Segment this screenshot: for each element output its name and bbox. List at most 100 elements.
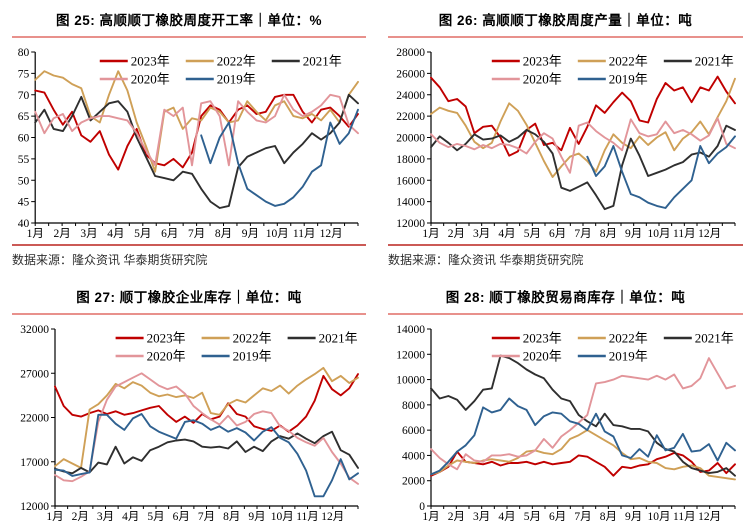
legend-label-2019年: 2019年 bbox=[217, 72, 256, 87]
figure-27-chart-canvas: 12000 17000 22000 27000 32000 1月 2月 3月 4月 5月 6月 7月 8… bbox=[20, 324, 359, 523]
figure-25-footer-divider bbox=[12, 244, 366, 246]
panel-figure-27: 图 27: 顺丁橡胶企业库存｜单位：吨 12000 17000 22000 27000… bbox=[0, 270, 376, 526]
x-tick-label: 6月 bbox=[549, 511, 566, 523]
x-tick-label: 12月 bbox=[698, 511, 721, 523]
figure-26-source-line: 数据来源：隆众资讯 华泰期货研究院 bbox=[388, 253, 584, 267]
series-line-2020年 bbox=[34, 93, 359, 167]
y-tick-label: 26000 bbox=[396, 68, 425, 80]
x-tick-label: 5月 bbox=[524, 228, 541, 240]
x-tick-label: 8月 bbox=[223, 511, 240, 523]
y-tick-label: 14000 bbox=[396, 324, 425, 336]
x-tick-label: 3月 bbox=[80, 228, 97, 240]
series-line-2022年 bbox=[54, 366, 359, 469]
y-tick-label: 0 bbox=[419, 501, 425, 513]
legend-label-2022年: 2022年 bbox=[217, 54, 256, 69]
series-line-2019年 bbox=[586, 135, 736, 209]
y-tick-label: 27000 bbox=[20, 368, 49, 380]
x-tick-label: 8月 bbox=[215, 228, 232, 240]
y-tick-label: 10000 bbox=[396, 375, 425, 387]
x-tick-label: 4月 bbox=[498, 511, 515, 523]
x-tick-label: 8月 bbox=[600, 228, 617, 240]
series-line-2020年 bbox=[430, 357, 736, 471]
series-line-2021年 bbox=[34, 93, 359, 209]
x-tick-label: 2月 bbox=[53, 228, 70, 240]
x-tick-label: 1月 bbox=[46, 511, 63, 523]
x-tick-label: 1月 bbox=[422, 511, 439, 523]
series-line-2023年 bbox=[430, 450, 736, 477]
series-line-2019年 bbox=[430, 397, 736, 476]
x-tick-label: 7月 bbox=[574, 228, 591, 240]
series-line-2020年 bbox=[430, 117, 736, 174]
x-tick-label: 7月 bbox=[188, 228, 205, 240]
x-tick-label: 12月 bbox=[320, 228, 343, 240]
series-line-2019年 bbox=[200, 108, 359, 207]
x-tick-label: 9月 bbox=[242, 228, 259, 240]
series-line-2021年 bbox=[54, 430, 359, 475]
y-tick-label: 12000 bbox=[396, 349, 425, 361]
legend-label-2021年: 2021年 bbox=[319, 331, 358, 346]
x-tick-label: 4月 bbox=[107, 228, 124, 240]
legend-label-2023年: 2023年 bbox=[523, 331, 562, 346]
y-tick-label: 17000 bbox=[20, 457, 49, 469]
x-tick-label: 5月 bbox=[147, 511, 164, 523]
series-line-2019年 bbox=[54, 413, 359, 498]
y-tick-label: 12000 bbox=[396, 218, 425, 230]
x-tick-label: 12月 bbox=[698, 228, 721, 240]
x-tick-label: 4月 bbox=[498, 228, 515, 240]
x-tick-label: 8月 bbox=[600, 511, 617, 523]
x-tick-label: 6月 bbox=[161, 228, 178, 240]
legend-label-2022年: 2022年 bbox=[609, 331, 648, 346]
x-tick-label: 6月 bbox=[549, 228, 566, 240]
x-tick-label: 11月 bbox=[293, 228, 316, 240]
series-line-2023年 bbox=[430, 75, 736, 157]
figure-26-footer-divider bbox=[388, 244, 743, 246]
y-tick-label: 4000 bbox=[402, 450, 425, 462]
legend-label-2021年: 2021年 bbox=[303, 54, 342, 69]
legend-label-2019年: 2019年 bbox=[233, 349, 272, 364]
legend-label-2019年: 2019年 bbox=[609, 349, 648, 364]
y-tick-label: 28000 bbox=[396, 47, 425, 59]
y-tick-label: 45 bbox=[18, 197, 30, 209]
legend-label-2023年: 2023年 bbox=[523, 54, 562, 69]
legend-label-2020年: 2020年 bbox=[523, 72, 562, 87]
axis-lines bbox=[430, 52, 735, 224]
series-line-2022年 bbox=[430, 429, 736, 481]
figure-26-chart-canvas: 12000 14000 16000 18000 20000 22000 24000 26000… bbox=[396, 47, 736, 240]
figure-25-title: 图 25: 高顺顺丁橡胶周度开工率｜单位：% bbox=[12, 5, 366, 38]
x-tick-label: 2月 bbox=[72, 511, 89, 523]
figure-26-title: 图 26: 高顺顺丁橡胶周度产量｜单位：吨 bbox=[388, 5, 743, 38]
y-tick-label: 40 bbox=[18, 218, 30, 230]
x-tick-label: 9月 bbox=[248, 511, 265, 523]
series-line-2022年 bbox=[34, 70, 359, 173]
panel-figure-25: 图 25: 高顺顺丁橡胶周度开工率｜单位：% 40 45 50 55 60 65 70 75 8… bbox=[0, 0, 376, 270]
x-tick-label: 9月 bbox=[625, 228, 642, 240]
x-tick-label: 10月 bbox=[648, 511, 671, 523]
x-tick-label: 7月 bbox=[574, 511, 591, 523]
legend-label-2020年: 2020年 bbox=[147, 349, 186, 364]
y-tick-label: 20000 bbox=[396, 133, 425, 145]
x-tick-label: 4月 bbox=[122, 511, 139, 523]
series-line-2022年 bbox=[430, 77, 736, 178]
x-tick-label: 3月 bbox=[473, 228, 490, 240]
x-tick-label: 12月 bbox=[321, 511, 344, 523]
figure-25-chart-canvas: 40 45 50 55 60 65 70 75 80 1月 2月 3月 4月 5月 6月 7月 8月 9月 10月 1… bbox=[18, 47, 359, 240]
y-tick-label: 6000 bbox=[402, 425, 425, 437]
x-tick-label: 10月 bbox=[648, 228, 671, 240]
series-line-2020年 bbox=[54, 372, 359, 485]
y-tick-label: 60 bbox=[18, 133, 30, 145]
legend-label-2023年: 2023年 bbox=[131, 54, 170, 69]
legend-label-2020年: 2020年 bbox=[523, 349, 562, 364]
x-tick-label: 2月 bbox=[448, 228, 465, 240]
x-tick-label: 10月 bbox=[266, 228, 289, 240]
legend-label-2020年: 2020年 bbox=[131, 72, 170, 87]
y-tick-label: 22000 bbox=[20, 413, 49, 425]
series-line-2021年 bbox=[430, 124, 736, 211]
x-tick-label: 7月 bbox=[198, 511, 215, 523]
legend-label-2021年: 2021年 bbox=[695, 331, 734, 346]
y-tick-label: 32000 bbox=[20, 324, 49, 336]
x-tick-label: 2月 bbox=[448, 511, 465, 523]
y-tick-label: 80 bbox=[18, 47, 30, 59]
legend-label-2023年: 2023年 bbox=[147, 331, 186, 346]
